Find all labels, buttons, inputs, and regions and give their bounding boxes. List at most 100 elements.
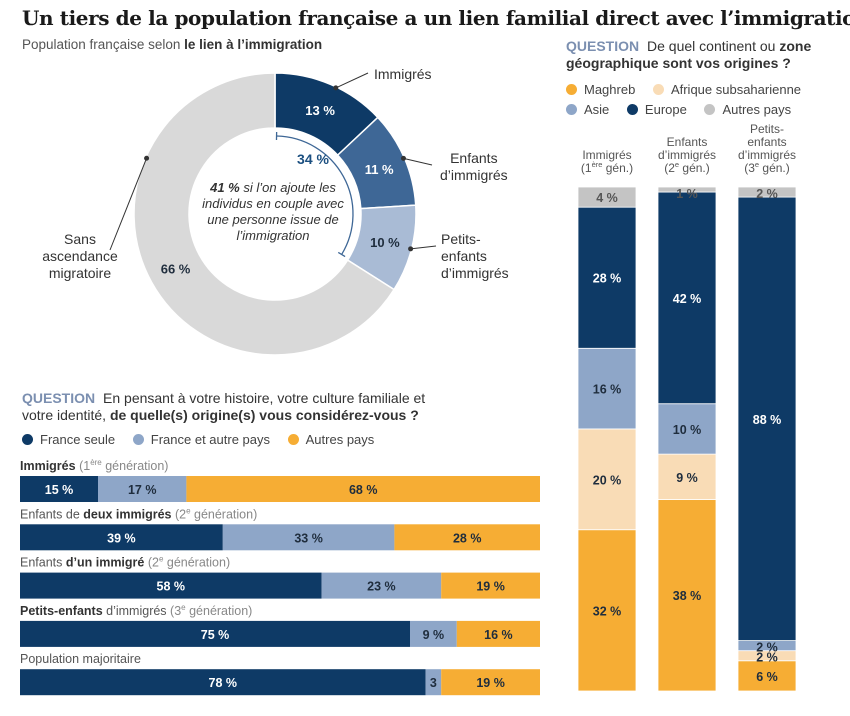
leader-line [410, 245, 437, 250]
row-label-gen: génération) [186, 604, 253, 618]
donut-label-line: d’immigrés [440, 167, 508, 183]
h-bar-segment [410, 620, 457, 647]
v-bar-segment [737, 660, 797, 692]
v-bar-value-label: 20 % [593, 473, 622, 487]
v-bar-segment [577, 428, 637, 531]
column-gen-text: gén.) [679, 161, 710, 175]
row-label-gen-sup: e [181, 603, 186, 612]
row-label: Petits-enfants d’immigrés (3e génération… [20, 603, 252, 618]
v-bar-value-label: 9 % [676, 471, 698, 485]
column-gen-label: (2e gén.) [664, 160, 710, 175]
h-bar-value-label: 68 % [349, 483, 378, 497]
v-bar-value-label: 1 % [676, 187, 698, 201]
row-label-bold: deux immigrés [83, 507, 171, 521]
column-gen-label: (3e gén.) [744, 160, 790, 175]
donut-value-label: 11 % [365, 162, 394, 177]
legend-item: France seule [22, 432, 115, 447]
column-label: Petits- [750, 122, 784, 136]
v-bar-value-label: 32 % [593, 604, 622, 618]
v-bar-value-label: 2 % [756, 651, 778, 665]
row-label: Enfants d’un immigré (2e génération) [20, 555, 230, 570]
row-label: Enfants de deux immigrés (2e génération) [20, 506, 257, 521]
legend-swatch [652, 84, 664, 95]
h-bar-value-label: 9 % [423, 628, 445, 642]
column-gen-text: e [755, 160, 759, 169]
legend-item: France et autre pays [132, 432, 271, 447]
donut-center-note: 41 % si l’on ajoute les individus en cou… [193, 180, 353, 244]
column-label: Enfants [667, 135, 708, 149]
h-bar-value-label: 23 % [367, 580, 396, 594]
row-label-gen: (2 [144, 556, 159, 570]
column-label: d’immigrés [658, 148, 716, 162]
v-bar-segment [657, 453, 717, 500]
donut-label-line: migratoire [48, 265, 112, 281]
donut-label-line: Sans [64, 231, 96, 247]
h-bar-value-label: 39 % [107, 531, 136, 545]
h-bar-value-label: 15 % [45, 483, 74, 497]
chart-title: Un tiers de la population française a un… [22, 6, 850, 30]
v-bar-value-label: 88 % [753, 413, 782, 427]
donut-label-line: Enfants [450, 150, 498, 166]
column-gen-text: ère [592, 160, 603, 169]
row-label-text: Enfants [20, 556, 66, 570]
legend-item: Maghreb [566, 82, 635, 97]
row-label-gen: génération) [191, 507, 258, 521]
legend-label: Autres pays [305, 432, 375, 447]
legend-item: Asie [566, 102, 609, 117]
row-label-gen-sup: e [159, 555, 164, 564]
row-label-gen: génération) [163, 556, 230, 570]
column-gen-text: (2 [664, 161, 675, 175]
question-origins: QUESTION En pensant à votre histoire, vo… [22, 390, 452, 424]
donut-label-line: d’immigrés [441, 265, 509, 281]
v-bar-value-label: 28 % [593, 272, 622, 286]
column-gen-text: gén.) [602, 161, 633, 175]
donut-label-text: Immigrés [374, 66, 432, 82]
legend-swatch [566, 104, 577, 115]
row-label-gen: (3 [167, 604, 182, 618]
row-label-bold: d’un immigré [66, 556, 145, 570]
legend-swatch [626, 104, 638, 115]
h-bar-segment [20, 572, 322, 599]
column-gen-label: (1ère gén.) [581, 160, 633, 175]
h-bar-value-label: 17 % [128, 483, 157, 497]
h-bar-value-label: 19 % [476, 580, 505, 594]
row-label-gen-sup: e [186, 506, 191, 515]
v-bar-segment [737, 186, 797, 198]
h-bar-segment [98, 476, 187, 502]
column-gen-text: gén.) [759, 161, 790, 175]
h-bar-segment [186, 476, 540, 502]
v-bar-value-label: 42 % [673, 292, 702, 306]
question-tag: QUESTION [22, 390, 96, 406]
h-bar-segment [441, 572, 540, 599]
legend-label: France seule [40, 432, 116, 447]
v-bar-value-label: 16 % [593, 383, 622, 397]
donut-label-petits-enfants: Petits- enfants d’immigrés [441, 231, 509, 282]
question-text: De quel continent ou [647, 38, 776, 54]
legend-continent-row2: Asie Europe Autres pays [566, 102, 805, 118]
row-label-gen-sup: ère [90, 458, 102, 467]
column-gen-text: (3 [744, 161, 755, 175]
h-bar-segment [441, 669, 540, 696]
h-bar-segment [222, 524, 395, 551]
v-bar-segment [577, 529, 637, 692]
question-text-bold: zone géographique sont vos origines ? [566, 38, 812, 71]
legend-swatch [132, 434, 144, 445]
legend-label: France et autre pays [150, 432, 271, 447]
h-bar-value-label: 78 % [209, 676, 238, 690]
v-bar-value-label: 2 % [756, 641, 778, 655]
v-bar-value-label: 4 % [596, 191, 618, 205]
legend-continent-row1: Maghreb Afrique subsaharienne [566, 82, 815, 98]
row-label-bold: Immigrés [20, 459, 76, 473]
question-text: En pensant à votre histoire, votre cultu… [22, 390, 426, 423]
v-bar-segment [657, 499, 717, 692]
v-bar-value-label: 10 % [673, 423, 702, 437]
donut-subtitle: Population française selon le lien à l’i… [22, 37, 322, 52]
legend-item: Afrique subsaharienne [652, 82, 801, 97]
donut-subtitle-prefix: Population française selon [22, 37, 181, 52]
leader-dot [144, 155, 150, 161]
leader-dot [333, 85, 339, 91]
h-bar-value-label: 28 % [453, 531, 482, 545]
bracket-arc [276, 135, 354, 255]
h-bar-segment [20, 669, 426, 696]
v-bar-value-label: 38 % [673, 589, 702, 603]
